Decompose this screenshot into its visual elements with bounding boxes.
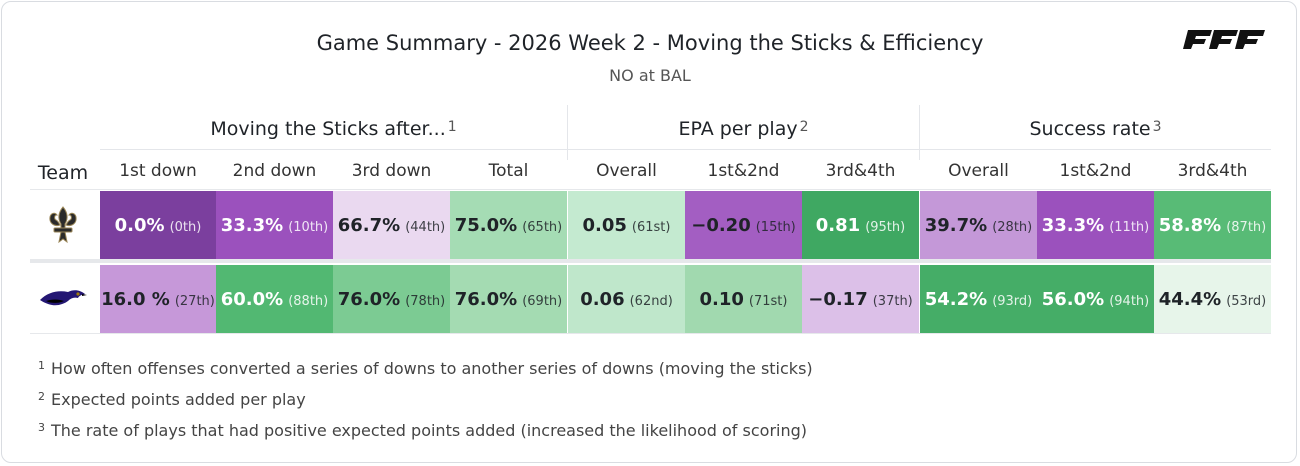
column-header: Overall [596, 161, 657, 181]
column-header: 2nd down [232, 161, 317, 181]
column-header: 3rd down [351, 161, 432, 181]
column-header: 1st&2nd [707, 161, 780, 181]
group-header-moving-sticks: Moving the Sticks after... 1 [210, 118, 457, 140]
group-underline [920, 149, 1271, 150]
cell-rank: (87th) [1226, 219, 1267, 235]
footnote-ref: 2 [799, 119, 809, 135]
cell-value: 33.3% [1041, 214, 1105, 236]
cell-value: 54.2% [924, 288, 988, 310]
cell-rank: (94th) [1109, 293, 1150, 309]
cell-rank: (15th) [755, 219, 796, 235]
table-cell: −0.20 (15th) [685, 191, 802, 259]
ravens-bird-icon [40, 290, 87, 306]
row-divider [30, 259, 1271, 263]
cell-rank: (69th) [522, 293, 563, 309]
cell-rank: (61st) [631, 219, 671, 235]
page-title: Game Summary - 2026 Week 2 - Moving the … [316, 31, 984, 55]
table-cell: 33.3% (11th) [1037, 191, 1154, 259]
cell-rank: (11th) [1109, 219, 1150, 235]
cell-value: 16.0 % [101, 288, 170, 310]
table-bottom-border [30, 333, 1271, 334]
group-underline [568, 149, 919, 150]
group-underline [100, 149, 567, 150]
cell-value: 44.4% [1158, 288, 1222, 310]
table-cell: −0.17 (37th) [802, 265, 919, 333]
table-cell: 56.0% (94th) [1037, 265, 1154, 333]
cell-value: 0.06 [580, 288, 625, 310]
cell-rank: (27th) [174, 293, 215, 309]
cell-rank: (10th) [288, 219, 329, 235]
table-cell: 44.4% (53rd) [1154, 265, 1271, 333]
cell-value: 0.81 [815, 214, 861, 236]
footnote-2: 2 Expected points added per play [38, 390, 306, 409]
cell-rank: (37th) [872, 293, 913, 309]
table-cell: 66.7% (44th) [333, 191, 450, 259]
cell-value: −0.17 [808, 288, 868, 310]
cell-rank: (28th) [992, 219, 1033, 235]
table-cell: 60.0% (88th) [216, 265, 333, 333]
table-cell: 58.8% (87th) [1154, 191, 1271, 259]
table-cell: 76.0% (69th) [450, 265, 567, 333]
cell-value: 33.3% [220, 214, 284, 236]
table-cell: 16.0 % (27th) [100, 265, 216, 333]
cell-value: 0.0% [114, 214, 165, 236]
cell-value: 60.0% [220, 288, 284, 310]
cell-rank: (93rd) [992, 293, 1033, 309]
cell-rank: (78th) [405, 293, 446, 309]
footnote-3: 3 The rate of plays that had positive exp… [38, 421, 807, 440]
table-cell: 54.2% (93rd) [920, 265, 1037, 333]
cell-value: 76.0% [337, 288, 401, 310]
table-cell: 75.0% (65th) [450, 191, 567, 259]
cell-rank: (65th) [522, 219, 563, 235]
table-cell: 33.3% (10th) [216, 191, 333, 259]
cell-value: 75.0% [454, 214, 518, 236]
footnote-ref: 3 [1152, 119, 1162, 135]
cell-value: 39.7% [924, 214, 988, 236]
table-cell: 0.0% (0th) [100, 191, 216, 259]
cell-rank: (62nd) [629, 293, 673, 309]
cell-rank: (71st) [748, 293, 788, 309]
group-header-success-rate: Success rate 3 [1029, 118, 1162, 140]
table-cell: 0.05 (61st) [568, 191, 685, 259]
column-header: 1st&2nd [1059, 161, 1132, 181]
group-divider [919, 105, 920, 160]
group-header-epa: EPA per play 2 [678, 118, 809, 140]
cell-rank: (0th) [169, 219, 202, 235]
table-cell: 0.06 (62nd) [568, 265, 685, 333]
pff-logo-icon [1183, 30, 1265, 49]
cell-rank: (53rd) [1226, 293, 1267, 309]
group-divider [567, 105, 568, 160]
cell-value: 0.10 [699, 288, 744, 310]
column-header: 3rd&4th [825, 161, 896, 181]
cell-value: 58.8% [1158, 214, 1222, 236]
table-cell: 0.10 (71st) [685, 265, 802, 333]
column-header-team: Team [37, 162, 89, 184]
cell-value: 66.7% [337, 214, 401, 236]
table-cell: 39.7% (28th) [920, 191, 1037, 259]
cell-rank: (44th) [405, 219, 446, 235]
cell-rank: (95th) [865, 219, 906, 235]
cell-value: 76.0% [454, 288, 518, 310]
cell-rank: (88th) [288, 293, 329, 309]
footnote-1: 1 How often offenses converted a series o… [38, 359, 813, 378]
team-logo-bal [30, 265, 96, 333]
cell-value: 56.0% [1041, 288, 1105, 310]
cell-value: 0.05 [582, 214, 627, 236]
column-header: 1st down [119, 161, 197, 181]
page-subtitle: NO at BAL [609, 66, 691, 85]
header-divider [30, 189, 1271, 190]
cell-value: −0.20 [691, 214, 751, 236]
column-header: Total [488, 161, 529, 181]
team-logo-no [30, 191, 96, 259]
column-header: Overall [948, 161, 1009, 181]
footnote-ref: 1 [447, 119, 457, 135]
saints-fleur-de-lis-icon [49, 206, 77, 244]
table-cell: 76.0% (78th) [333, 265, 450, 333]
column-header: 3rd&4th [1177, 161, 1248, 181]
table-cell: 0.81 (95th) [802, 191, 919, 259]
